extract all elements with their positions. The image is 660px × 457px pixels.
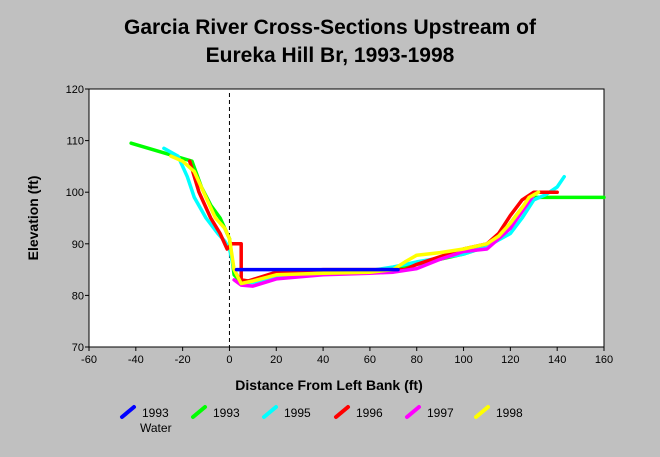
- x-tick-label: 100: [454, 354, 472, 366]
- legend-swatch: [120, 405, 136, 419]
- x-tick-label: -60: [81, 354, 97, 366]
- legend-label: 1996: [356, 406, 383, 420]
- x-tick-label: 40: [317, 354, 329, 366]
- x-axis-label: Distance From Left Bank (ft): [235, 377, 422, 393]
- legend-label: 1998: [496, 406, 523, 420]
- legend-label-line2: Water: [140, 421, 172, 435]
- y-tick-label: 90: [72, 239, 84, 251]
- data-series: [129, 141, 606, 288]
- legend-label: 1995: [284, 406, 311, 420]
- y-tick-label: 80: [72, 290, 84, 302]
- x-tick-label: 140: [548, 354, 566, 366]
- x-tick-label: 60: [364, 354, 376, 366]
- x-tick-label: -20: [175, 354, 191, 366]
- x-tick-label: 120: [501, 354, 519, 366]
- plot-area: [88, 88, 605, 348]
- x-tick-label: 0: [226, 354, 232, 366]
- legend-swatch: [262, 405, 278, 419]
- legend-swatch: [405, 405, 421, 419]
- chart-title: Garcia River Cross-Sections Upstream of …: [0, 14, 660, 70]
- axis-ticks: -60 -40 -20 0 20 40 60 80 100 120 140 160 70 80 90 100 1…: [66, 84, 614, 366]
- legend-label: 1997: [427, 406, 454, 420]
- legend-label: 1993: [142, 406, 169, 420]
- x-tick-label: 160: [595, 354, 613, 366]
- x-tick-label: 20: [270, 354, 282, 366]
- x-tick-label: -40: [128, 354, 144, 366]
- legend-swatch: [474, 405, 490, 419]
- y-tick-label: 110: [66, 136, 84, 148]
- legend-swatch: [191, 405, 207, 419]
- y-tick-label: 70: [72, 342, 84, 354]
- series-line-1997-4: [232, 193, 536, 288]
- chart-title-line1: Garcia River Cross-Sections Upstream of: [124, 16, 536, 39]
- y-tick-label: 120: [66, 84, 84, 96]
- chart-title-line2: Eureka Hill Br, 1993-1998: [205, 44, 455, 67]
- series-line-1998-5: [169, 154, 541, 286]
- y-tick-label: 100: [66, 187, 84, 199]
- x-tick-label: 80: [411, 354, 423, 366]
- legend-label: 1993: [213, 406, 240, 420]
- y-axis-label: Elevation (ft): [25, 176, 41, 261]
- legend-swatch: [334, 405, 350, 419]
